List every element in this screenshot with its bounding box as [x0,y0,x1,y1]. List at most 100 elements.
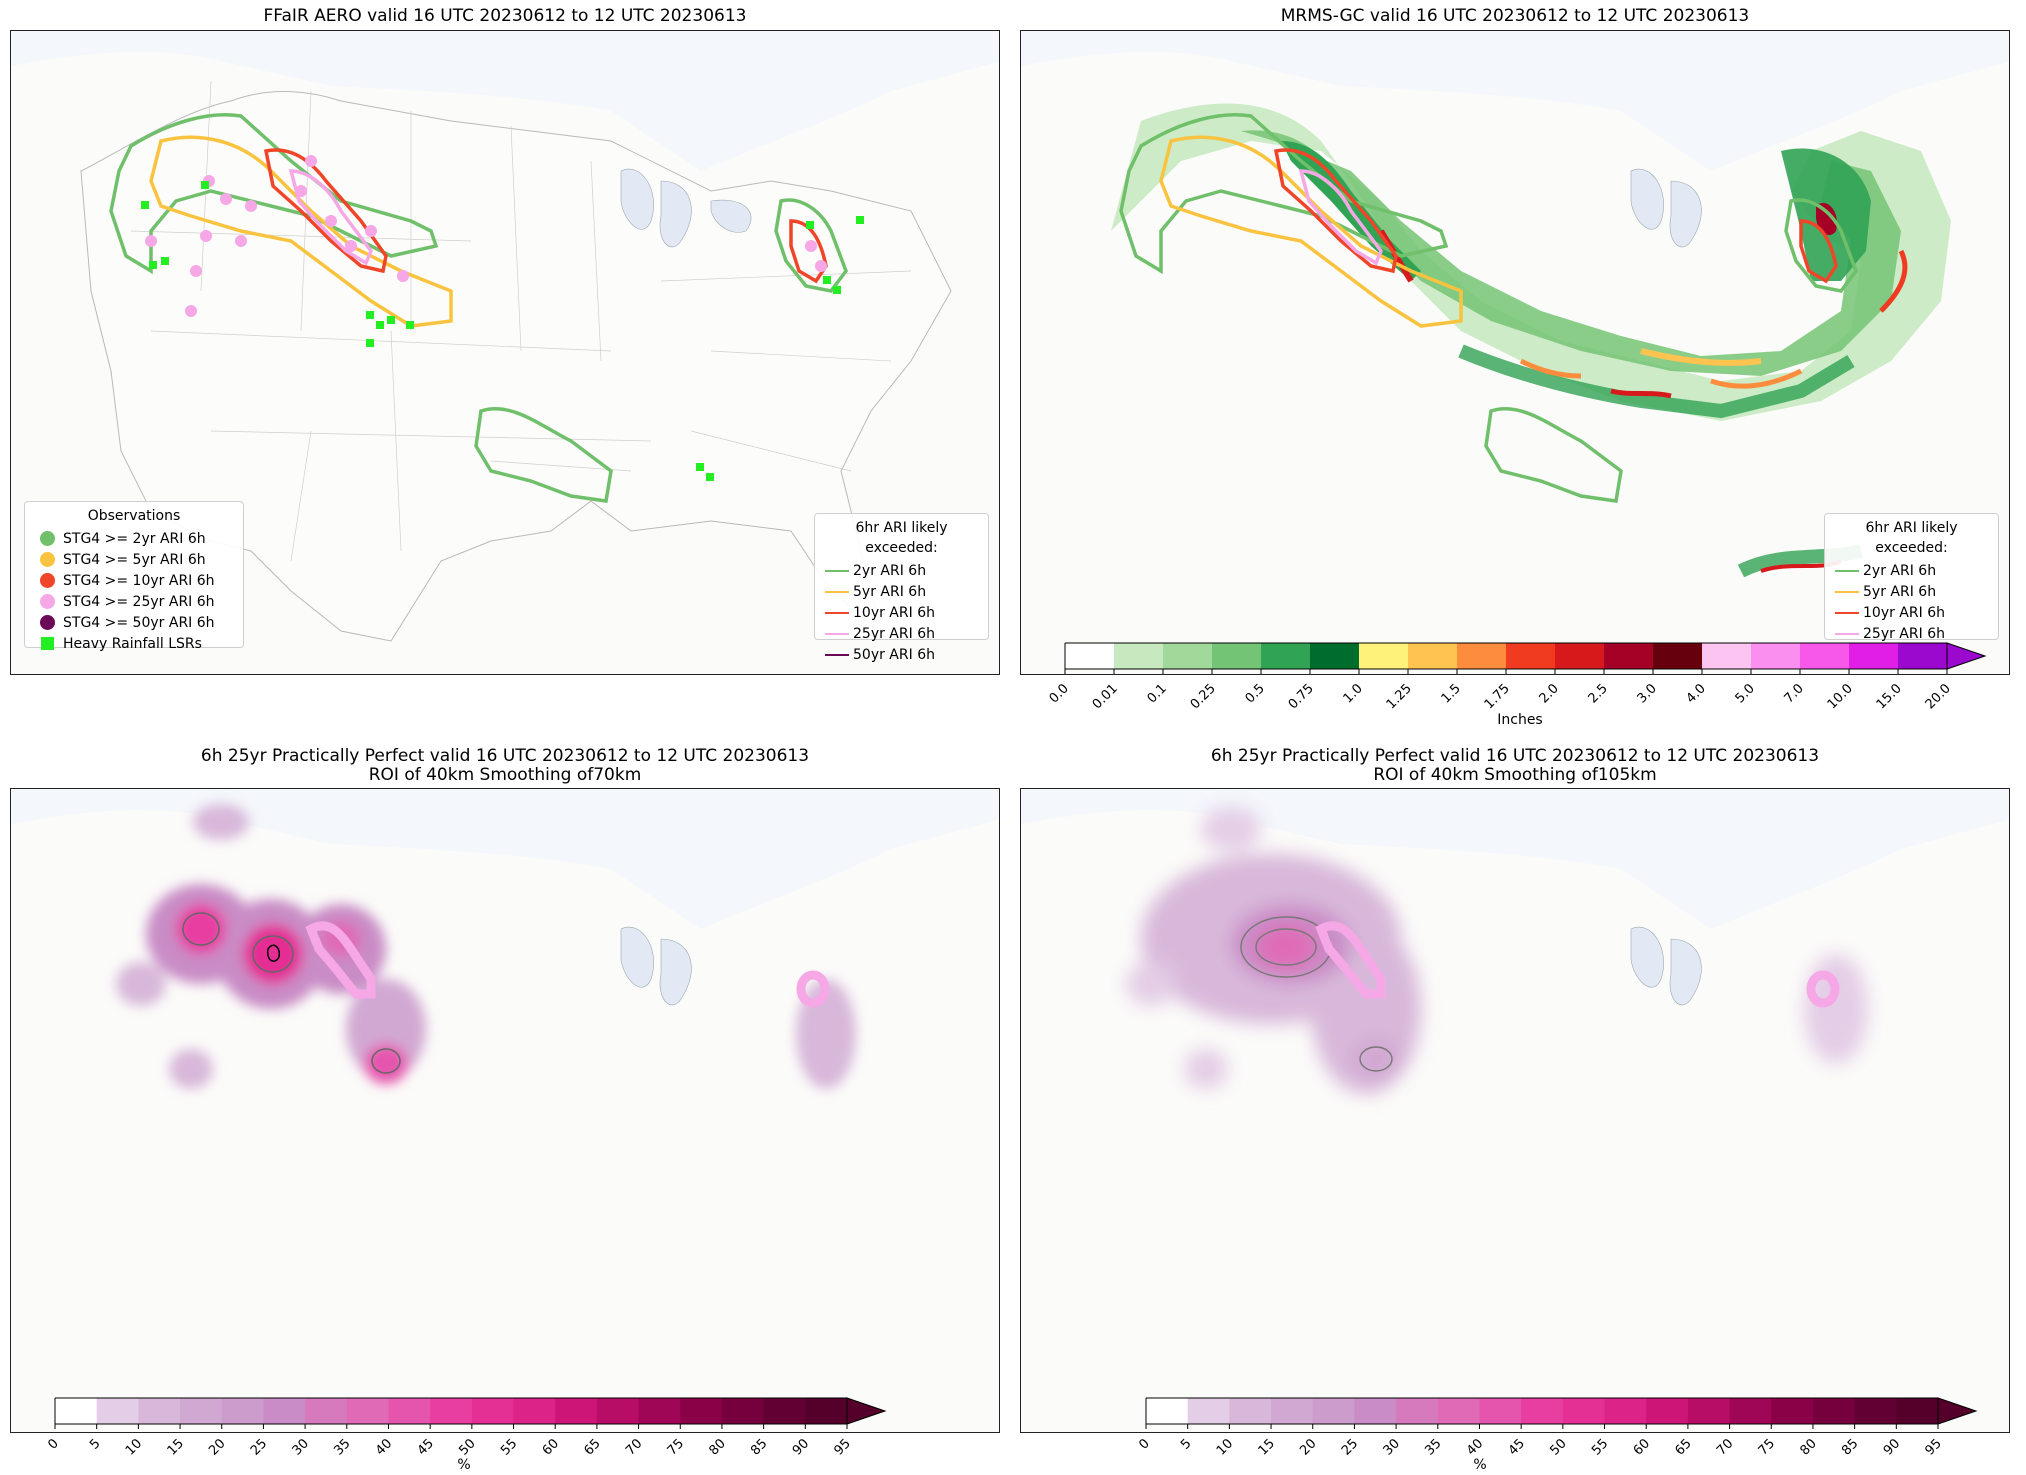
map-aero [11,31,999,674]
colorbar-segment [1212,643,1262,669]
colorbar-segment [180,1398,223,1424]
colorbar-segment [555,1398,598,1424]
legend-circle-marker [33,570,63,591]
legend-entry-label: STG4 >= 2yr ARI 6h [63,530,206,547]
colorbar-tick-label: 25 [248,1436,270,1458]
panel-pp105-subtitle: ROI of 40km Smoothing of105km [1373,765,1657,785]
colorbar-tick-label: 50 [1547,1436,1569,1458]
colorbar-pp105-unit: % [1473,1457,1487,1473]
observations-legend-title: Observations [87,508,181,524]
legend-entry: STG4 >= 5yr ARI 6h [33,549,235,570]
legend-circle-marker [33,612,63,633]
legend-line-swatch [823,560,853,581]
colorbar-pp105: 0 5 10 15 20 25 30 35 40 45 50 55 60 65 70 75 80 85 90 95 [1136,1397,2026,1468]
panel-mrms-map: 6hr ARI likely exceeded: 2yr ARI 6h 5yr A… [1020,30,2010,675]
colorbar-extend-arrow [846,1397,887,1425]
colorbar-segment [1604,1398,1647,1424]
colorbar-tick-label: 0.75 [1286,681,1317,712]
colorbar-segment [1506,643,1556,669]
colorbar-segment [1562,1398,1606,1424]
colorbar-tick-label: 0 [45,1436,61,1452]
panel-pp105-map [1020,788,2010,1433]
colorbar-segment [1702,643,1752,669]
colorbar-tick-label: 30 [1381,1436,1403,1458]
legend-entry: 2yr ARI 6h [823,560,980,581]
colorbar-tick-label: 15.0 [1874,681,1905,712]
observed-25yr-outline-pp70 [305,921,830,1008]
colorbar-tick-label: 0.0 [1047,681,1072,706]
legend-entry: 2yr ARI 6h [1833,560,1990,581]
colorbar-tick-label: 0.01 [1090,681,1121,712]
colorbar-tick-label: 10 [123,1436,145,1458]
colorbar-segment [305,1398,348,1424]
colorbar-tick-label: 1.25 [1384,681,1415,712]
ari-contours-mrms [1119,113,1858,503]
colorbar-segment [96,1398,139,1424]
colorbar-tick-label: 55 [1589,1436,1611,1458]
colorbar-mrms: 0.0 0.01 0.1 0.25 0.5 0.75 1.0 1.25 1.5 1.75 2.0 2.… [1047,642,2025,713]
colorbar-tick-label: 50 [456,1436,478,1458]
colorbar-tick-label: 15 [1256,1436,1278,1458]
colorbar-tick-label: 90 [790,1436,812,1458]
colorbar-tick-label: 2.0 [1537,681,1562,706]
colorbar-segment [430,1398,473,1424]
colorbar-segment [1555,643,1605,669]
colorbar-tick-label: 75 [1756,1436,1778,1458]
ari-legend-mrms-title: 6hr ARI likely exceeded: [1865,520,1958,556]
colorbar-tick-label: 10.0 [1825,681,1856,712]
colorbar-tick-label: 10 [1214,1436,1236,1458]
colorbar-tick-label: 40 [1464,1436,1486,1458]
colorbar-segment [1114,643,1164,669]
colorbar-segment [1229,1398,1272,1424]
colorbar-tick-label: 20 [206,1436,228,1458]
colorbar-tick-label: 20.0 [1923,681,1954,712]
legend-circle-marker [33,591,63,612]
colorbar-outline [1145,1397,1938,1425]
colorbar-segment [221,1398,264,1424]
legend-entry: 50yr ARI 6h [823,644,980,665]
ari-legend-mrms: 6hr ARI likely exceeded: 2yr ARI 6h 5yr A… [1824,513,1999,663]
colorbar-tick-label: 45 [415,1436,437,1458]
colorbar-segment [1896,1398,1939,1424]
colorbar-segment [1729,1398,1772,1424]
contour-lines-pp70 [182,912,401,1074]
legend-entry: 5yr ARI 6h [1833,581,1990,602]
legend-square-marker [33,633,63,654]
colorbar-segment [1396,1398,1439,1424]
legend-entry: Heavy Rainfall LSRs [33,633,235,654]
colorbar-segment [1359,643,1409,669]
colorbar-tick-label: 85 [748,1436,770,1458]
panel-pp70-map [10,788,1000,1433]
legend-line-swatch [823,644,853,665]
legend-entry-label: Heavy Rainfall LSRs [63,635,202,652]
colorbar-segment [513,1398,556,1424]
colorbar-segment [471,1398,515,1424]
ari-legend-aero-title: 6hr ARI likely exceeded: [855,520,948,556]
legend-line-swatch [823,602,853,623]
colorbar-tick-label: 35 [1422,1436,1444,1458]
panel-mrms-title: MRMS-GC valid 16 UTC 20230612 to 12 UTC … [1280,6,1750,26]
legend-line-swatch [1833,602,1863,623]
colorbar-tick-label: 20 [1297,1436,1319,1458]
colorbar-segment [1065,643,1115,669]
colorbar-segment [1146,1398,1189,1424]
basemap-pp105 [1021,789,2009,1432]
panel-pp70-subtitle: ROI of 40km Smoothing of70km [368,765,642,785]
colorbar-segment [1898,643,1948,669]
colorbar-tick-label: 5 [87,1436,103,1452]
legend-entry: 25yr ARI 6h [823,623,980,644]
map-pp70 [11,789,999,1432]
colorbar-segment [1653,643,1703,669]
colorbar-tick-label: 90 [1881,1436,1903,1458]
legend-entry: 25yr ARI 6h [1833,623,1990,644]
colorbar-tick-label: 55 [498,1436,520,1458]
colorbar-segment [1800,643,1850,669]
colorbar-tick-label: 1.75 [1482,681,1513,712]
colorbar-segment [1187,1398,1230,1424]
legend-entry: STG4 >= 50yr ARI 6h [33,612,235,633]
colorbar-segment [1437,1398,1480,1424]
legend-entry-label: 5yr ARI 6h [1863,583,1937,600]
ari-legend-aero: 6hr ARI likely exceeded: 2yr ARI 6h 5yr A… [814,513,989,663]
colorbar-segment [263,1398,306,1424]
colorbar-segment [1521,1398,1564,1424]
